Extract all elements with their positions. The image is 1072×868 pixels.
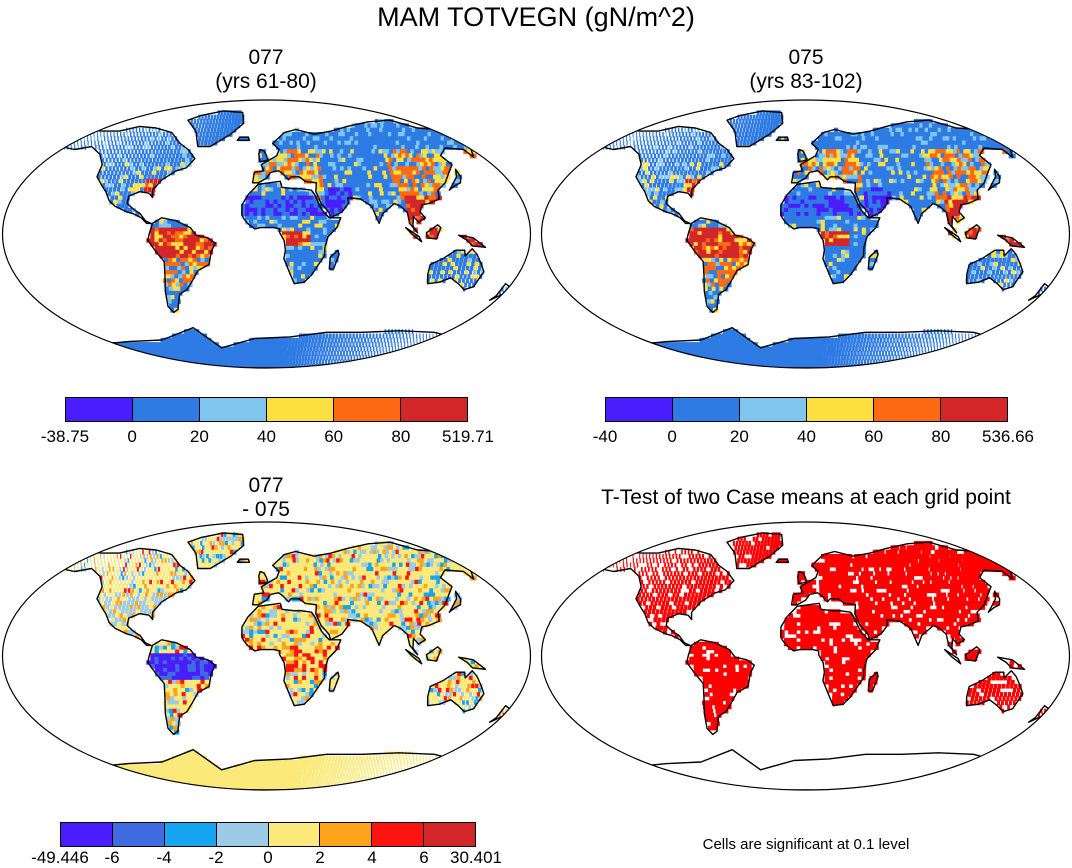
colorbar-box [164, 823, 217, 846]
colorbar-box [874, 398, 941, 421]
colorbar-panel-3-ticks: -49.446 -6 -4 -2 0 2 4 6 30.401 [31, 848, 502, 868]
colorbar-tick-label: -40 [592, 427, 618, 446]
grid-cells [594, 110, 1051, 368]
colorbar-panel-2 [605, 397, 1008, 422]
panel-2-title: 075 (yrs 83-102) [676, 46, 936, 94]
colorbar-box [673, 398, 740, 421]
colorbar-panel-1 [65, 397, 468, 422]
panel-3-title-line1: 077 [248, 474, 284, 497]
colorbar-tick-label: 536.66 [982, 427, 1034, 446]
colorbar-box [320, 823, 373, 846]
colorbar-tick-label: 80 [391, 427, 411, 446]
colorbar-tick-label: 20 [729, 427, 749, 446]
colorbar-box [372, 823, 425, 846]
colorbar-tick-label: 2 [315, 848, 325, 867]
colorbar-panel-2-ticks: -40 0 20 40 60 80 536.66 [593, 427, 1034, 447]
colorbar-tick-label: 6 [419, 848, 429, 867]
colorbar-box [424, 823, 475, 846]
colorbar-box [61, 823, 113, 846]
colorbar-box [267, 398, 334, 421]
colorbar-tick-label: 40 [797, 427, 816, 446]
panel-2-title-line2: (yrs 83-102) [749, 70, 863, 93]
colorbar-tick-label: 4 [367, 848, 377, 867]
panel-2-title-line1: 075 [788, 46, 824, 69]
map-panel-difference [1, 521, 532, 791]
colorbar-box [941, 398, 1007, 421]
colorbar-box [401, 398, 467, 421]
colorbar-tick-label: 40 [257, 427, 276, 446]
colorbar-box [268, 823, 321, 846]
colorbar-tick-label: 80 [931, 427, 951, 446]
colorbar-tick-label: 60 [324, 427, 344, 446]
significance-note: Cells are significant at 0.1 level [702, 836, 910, 853]
map-boundary [540, 521, 1071, 791]
map-boundary [540, 99, 1071, 369]
colorbar-box [606, 398, 673, 421]
colorbar-box [66, 398, 133, 421]
map-panel-ttest [540, 521, 1071, 791]
colorbar-tick-label: 20 [189, 427, 209, 446]
panel-1-title-line1: 077 [248, 46, 284, 69]
colorbar-box [334, 398, 401, 421]
colorbar-tick-label: 519.71 [442, 427, 494, 446]
colorbar-panel-1-ticks: -38.75 0 20 40 60 80 519.71 [41, 427, 494, 447]
colorbar-tick-label: -6 [104, 848, 120, 867]
grid-cells [55, 110, 512, 368]
panel-1-title-line2: (yrs 61-80) [215, 70, 317, 93]
colorbar-tick-label: -38.75 [40, 427, 90, 446]
colorbar-box [216, 823, 269, 846]
map-boundary [1, 521, 532, 791]
panel-4-title: T-Test of two Case means at each grid po… [601, 486, 1011, 509]
colorbar-box [133, 398, 200, 421]
colorbar-panel-3 [60, 822, 476, 847]
panel-1-title: 077 (yrs 61-80) [136, 46, 396, 94]
colorbar-box [740, 398, 807, 421]
colorbar-tick-label: 0 [263, 848, 273, 867]
coastlines [54, 110, 513, 368]
colorbar-box [807, 398, 874, 421]
panel-3-title-line2: - 075 [242, 498, 290, 521]
map-panel-077 [1, 99, 532, 369]
colorbar-tick-label: 30.401 [450, 848, 502, 867]
colorbar-tick-label: -49.446 [31, 848, 89, 867]
colorbar-tick-label: 0 [667, 427, 677, 446]
colorbar-tick-label: -2 [208, 848, 224, 867]
figure-title: MAM TOTVEGN (gN/m^2) [377, 2, 695, 32]
grid-cells [602, 532, 1051, 731]
colorbar-box [200, 398, 267, 421]
colorbar-tick-label: 60 [864, 427, 884, 446]
map-boundary [1, 99, 532, 369]
colorbar-box [112, 823, 165, 846]
map-panel-075 [540, 99, 1071, 369]
colorbar-tick-label: -4 [156, 848, 172, 867]
panel-3-title: 077 - 075 [136, 474, 396, 522]
colorbar-tick-label: 0 [127, 427, 137, 446]
